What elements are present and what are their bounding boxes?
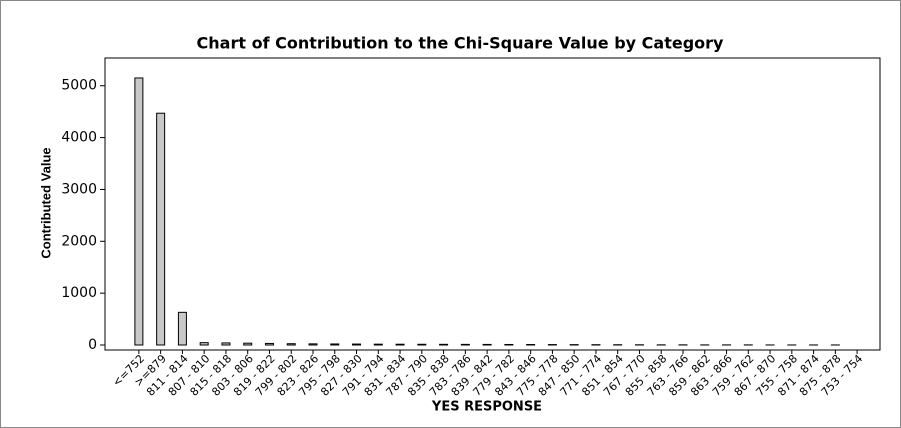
bar [134,77,144,346]
plot-area [104,57,881,351]
bar [439,343,449,346]
bar [417,343,427,346]
bar [373,343,383,346]
y-tick-label: 4000 [61,130,97,146]
bar [177,311,187,346]
bar [482,343,492,346]
bar [352,343,362,346]
bar [221,342,231,346]
bar [156,112,166,346]
y-axis-label: Contributed Value [38,147,53,258]
chart-title: Chart of Contribution to the Chi-Square … [197,34,724,53]
bar [395,343,405,346]
bar [504,343,514,346]
x-axis-label: YES RESPONSE [431,400,542,415]
y-tick-label: 2000 [61,233,97,249]
bar [243,342,253,346]
bar [264,342,274,346]
bar [286,343,296,346]
bar [308,343,318,346]
bar [330,343,340,346]
y-tick-label: 1000 [61,285,97,301]
y-tick-label: 5000 [61,78,97,94]
y-tick-label: 3000 [61,181,97,197]
bar [460,343,470,346]
y-tick-label: 0 [88,337,97,353]
bar [199,342,209,346]
